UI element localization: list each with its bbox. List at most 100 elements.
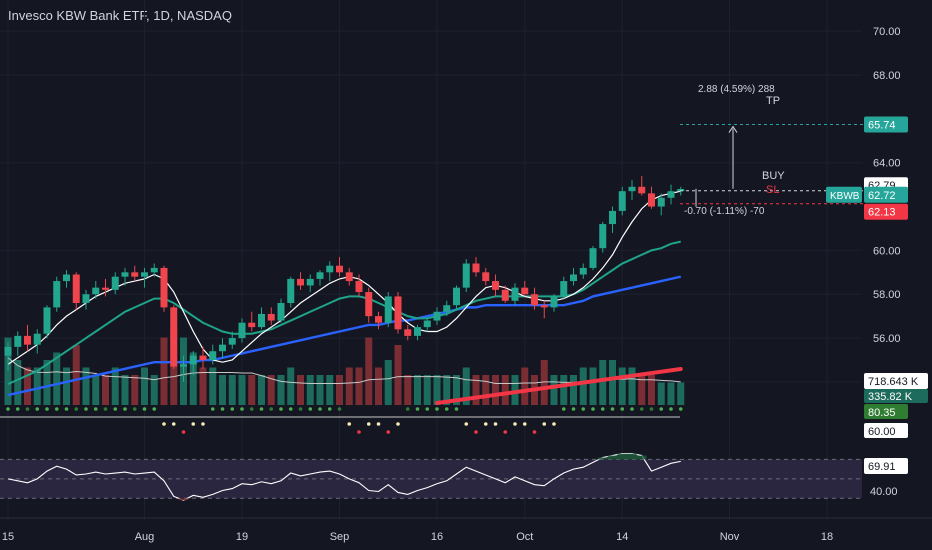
signal-dot [444,407,449,411]
time-tick-label: Aug [135,531,155,543]
dots-tag-2 [864,423,908,438]
candle-body [24,335,31,345]
entry-tag [864,186,908,203]
dots-tag [864,404,908,419]
volume-bar [579,367,587,405]
candle-body [531,294,538,306]
candle-body [180,364,187,367]
volume-bar [657,382,665,405]
target-arrow-head [728,125,738,133]
volume-bar [228,375,236,405]
candle-body [131,272,139,277]
signal-dot [132,407,137,411]
fast-moving-average [7,190,681,365]
candle-body [14,335,22,347]
tp-label: TP [766,95,780,107]
candle-body [345,272,353,282]
slow-moving-average [7,275,682,397]
candle-body [336,265,343,273]
signal-dot [6,407,10,411]
volume-bar [199,367,207,405]
time-tick-label: Oct [516,531,533,543]
signal-dot [64,407,69,411]
candle-body [92,287,100,295]
signal-dot [191,422,196,426]
signal-dot [35,407,40,411]
rsi-overbought-fill [627,453,637,460]
volume-bar [150,375,158,405]
rsi-oversold-fill [178,498,189,501]
signal-dot [581,407,586,411]
symbol-label: KBWB [830,191,860,202]
signal-dot [201,422,205,426]
time-tick-label: 14 [616,531,628,543]
time-tick-label: 18 [821,531,833,543]
volume-bar [53,352,61,405]
take-profit-text: 2.88 (4.59%) 288 [698,84,775,95]
candle-body [72,274,80,303]
signal-dot [25,407,30,411]
volume-bar [550,375,558,405]
signal-dot [425,407,430,411]
candle-body [63,274,70,282]
signal-dot [571,407,576,411]
candle-body [53,281,61,308]
candle-body [472,263,480,273]
candle-body [414,327,421,336]
candle-body [589,248,597,268]
candle-body [82,294,90,303]
signal-dot [454,407,459,411]
volume-bar [277,375,285,405]
signal-dot [532,430,537,434]
stop-tag [864,203,908,220]
signal-dot [181,430,186,434]
candle-body [355,281,363,293]
candle-body [160,267,168,308]
volume-tag-2 [864,389,928,403]
rsi-tick-label: 40.00 [870,486,898,498]
candle-body [667,191,675,198]
signal-dot [93,407,98,411]
dots-value: 80.35 [868,407,896,419]
candle-body [316,272,324,279]
candle-body [189,355,197,365]
volume-bar [316,375,324,405]
rsi-line [7,453,681,501]
signal-dot [600,407,605,411]
volume-bar [521,367,529,405]
volume-trend-line [435,367,683,405]
volume-bar [609,360,616,405]
candle-body [609,210,616,225]
volume-bar [111,367,119,405]
candle-body [384,296,392,323]
volume-bar [511,375,519,405]
signal-dot [337,407,342,411]
volume-average-line [7,357,681,384]
time-tick-label: Nov [720,531,740,543]
volume-bar [4,337,12,405]
signal-dot [649,407,654,411]
signal-dot [318,407,322,411]
signal-dot [386,430,391,434]
candle-body [570,274,577,282]
stop-value: 62.13 [868,207,896,219]
candle-body [453,287,460,306]
candle-body [228,338,236,345]
signal-dot [610,407,615,411]
buy-label: BUY [762,170,785,182]
candle-body [238,322,246,339]
candle-body [111,276,119,290]
candle-body [657,197,665,207]
volume-bar [238,375,246,405]
volume-bar [63,367,70,405]
signal-dot [269,407,274,411]
volume-bar [599,360,607,405]
volume-bar [628,367,636,405]
signal-dot [230,407,235,411]
volume-bar [482,375,490,405]
candle-body [121,272,129,277]
price-tick-label: 64.00 [873,158,901,170]
sl-label: SL [766,184,779,196]
candle-body [102,287,109,290]
